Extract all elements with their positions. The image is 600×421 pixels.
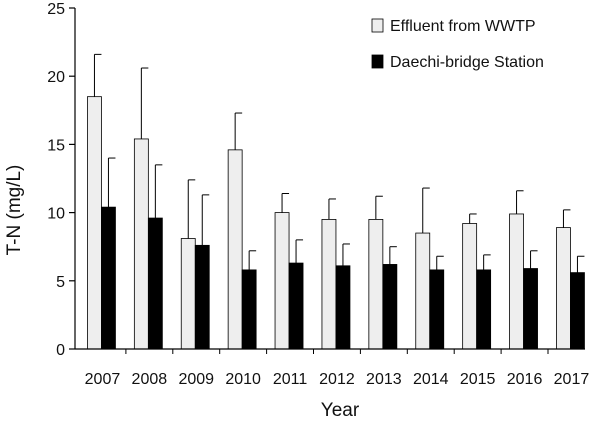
bar-daechi bbox=[288, 262, 304, 350]
bar-effluent bbox=[87, 96, 102, 350]
y-tick-label: 10 bbox=[47, 206, 65, 223]
bar-daechi bbox=[101, 206, 116, 350]
bar-daechi bbox=[335, 265, 351, 350]
y-tick-label: 25 bbox=[47, 1, 65, 18]
x-tick-label: 2012 bbox=[319, 371, 355, 388]
x-tick-label: 2008 bbox=[132, 371, 168, 388]
y-tick-label: 15 bbox=[47, 137, 65, 154]
legend-swatch-daechi bbox=[371, 54, 384, 69]
x-axis-ticks: 2007 2008 2009 2010 2011 2012 2013 2014 2015 2016… bbox=[85, 349, 590, 388]
x-tick-label: 2010 bbox=[225, 371, 261, 388]
x-tick-label: 2016 bbox=[507, 371, 543, 388]
bar-effluent bbox=[321, 219, 337, 350]
x-tick-label: 2013 bbox=[366, 371, 402, 388]
bar-effluent bbox=[556, 227, 571, 350]
plot-area bbox=[87, 53, 585, 350]
bar-daechi bbox=[523, 268, 538, 350]
bar-daechi bbox=[570, 272, 585, 350]
bar-effluent bbox=[133, 138, 149, 350]
bar-daechi bbox=[147, 217, 163, 350]
bar-daechi bbox=[241, 269, 257, 350]
y-tick-label: 0 bbox=[56, 342, 65, 359]
x-tick-label: 2015 bbox=[460, 371, 496, 388]
x-axis-title: Year bbox=[321, 400, 360, 421]
bar-effluent bbox=[227, 149, 243, 350]
bar-effluent bbox=[274, 212, 290, 350]
bar-effluent bbox=[462, 223, 478, 350]
x-tick-label: 2017 bbox=[554, 371, 590, 388]
y-tick-label: 5 bbox=[56, 274, 65, 291]
y-axis-ticks: 0 5 10 15 20 25 bbox=[47, 1, 75, 359]
legend-label-effluent: Effluent from WWTP bbox=[390, 18, 536, 35]
x-tick-label: 2007 bbox=[85, 371, 121, 388]
bar-effluent bbox=[509, 213, 524, 350]
y-axis-title: T-N (mg/L) bbox=[4, 165, 25, 256]
bar-daechi bbox=[382, 264, 398, 350]
bar-daechi bbox=[194, 244, 210, 350]
legend-label-daechi: Daechi-bridge Station bbox=[390, 54, 544, 71]
x-tick-label: 2014 bbox=[413, 371, 449, 388]
legend-swatch-effluent bbox=[371, 18, 384, 33]
bar-effluent bbox=[368, 219, 384, 350]
bar-effluent bbox=[415, 232, 431, 350]
y-tick-label: 20 bbox=[47, 69, 65, 86]
legend: Effluent from WWTP Daechi-bridge Station bbox=[371, 18, 544, 71]
x-tick-label: 2009 bbox=[178, 371, 214, 388]
x-tick-label: 2011 bbox=[273, 371, 308, 388]
bar-daechi bbox=[429, 269, 445, 350]
bar-daechi bbox=[476, 269, 492, 350]
bar-effluent bbox=[180, 238, 196, 350]
